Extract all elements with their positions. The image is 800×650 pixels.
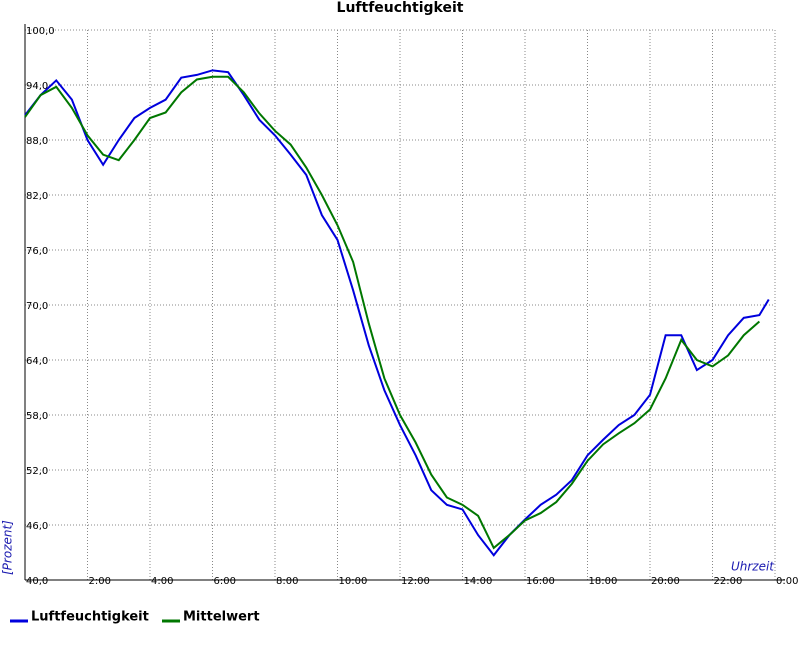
series-line xyxy=(24,75,761,550)
y-tick-label: 70,0 xyxy=(26,301,48,312)
legend-label: Mittelwert xyxy=(183,610,260,625)
x-tick-label: 8:00 xyxy=(276,576,298,587)
y-axis-label: [Prozent] xyxy=(1,520,15,575)
y-tick-label: 76,0 xyxy=(26,246,48,257)
x-tick-label: 18:00 xyxy=(589,576,618,587)
x-tick-label: 0:00 xyxy=(776,576,798,587)
y-tick-label: 82,0 xyxy=(26,191,48,202)
y-tick-label: 88,0 xyxy=(26,136,48,147)
x-tick-label: 4:00 xyxy=(151,576,173,587)
y-tick-label: 64,0 xyxy=(26,356,48,367)
x-tick-label: 14:00 xyxy=(464,576,493,587)
x-tick-label: 16:00 xyxy=(526,576,555,587)
y-tick-label: 52,0 xyxy=(26,466,48,477)
x-tick-label: 12:00 xyxy=(401,576,430,587)
y-tick-label: 58,0 xyxy=(26,411,48,422)
x-tick-label: 6:00 xyxy=(214,576,236,587)
x-tick-label: 10:00 xyxy=(339,576,368,587)
chart-title: Luftfeuchtigkeit xyxy=(337,0,464,16)
x-axis-label: Uhrzeit xyxy=(731,560,775,574)
x-tick-label: 2:00 xyxy=(89,576,111,587)
y-tick-label: 40,0 xyxy=(26,576,48,587)
y-tick-label: 46,0 xyxy=(26,521,48,532)
series-line xyxy=(24,69,770,557)
y-tick-label: 100,0 xyxy=(26,26,55,37)
x-tick-label: 22:00 xyxy=(714,576,743,587)
x-tick-label: 20:00 xyxy=(651,576,680,587)
y-tick-label: 94,0 xyxy=(26,81,48,92)
legend-label: Luftfeuchtigkeit xyxy=(31,610,149,625)
